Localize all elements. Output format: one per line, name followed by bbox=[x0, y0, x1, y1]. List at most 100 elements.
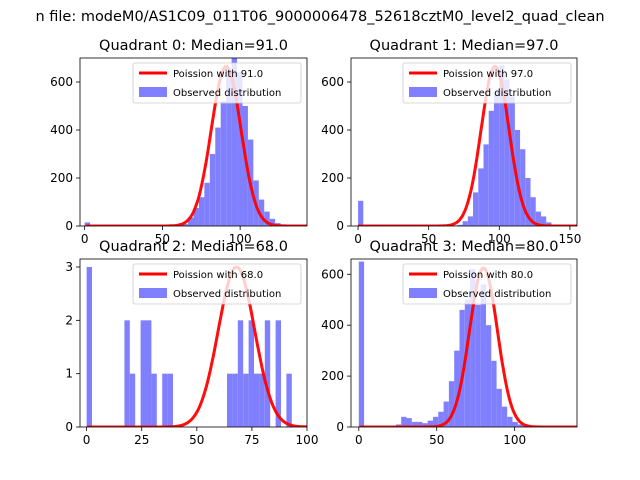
poisson-curve bbox=[359, 266, 577, 427]
legend: Poission with 91.0 Observed distribution bbox=[132, 62, 302, 104]
subplot-title: Quadrant 3: Median=80.0 bbox=[370, 239, 559, 255]
hist-bar bbox=[258, 199, 265, 226]
legend: Poission with 97.0 Observed distribution bbox=[402, 62, 572, 104]
hist-bar bbox=[470, 269, 476, 427]
hist-bar bbox=[215, 127, 221, 226]
hist-bar bbox=[259, 373, 265, 427]
hist-bar bbox=[422, 423, 428, 427]
hist-bar bbox=[129, 373, 136, 427]
y-tick-label: 600 bbox=[321, 267, 344, 281]
legend-bar-swatch bbox=[139, 288, 167, 298]
plot-area-2 bbox=[86, 265, 307, 427]
hist-bar bbox=[480, 284, 486, 427]
legend-label: Poission with 80.0 bbox=[443, 270, 533, 281]
hist-bar bbox=[264, 320, 271, 427]
hist-bar bbox=[517, 424, 524, 427]
subplot-2: 0 25 50 75 100 0 1 2 3 Quadrant 2: Median=68.0 Poi… bbox=[65, 239, 318, 447]
axes-frame bbox=[350, 258, 578, 428]
hist-bar bbox=[242, 106, 248, 226]
subplot-title: Quadrant 2: Median=68.0 bbox=[99, 239, 288, 255]
hist-bar bbox=[540, 216, 547, 226]
subplot-title: Quadrant 0: Median=91.0 bbox=[99, 38, 288, 54]
hist-bar bbox=[448, 381, 455, 427]
hist-bar bbox=[358, 261, 365, 427]
axes-frame bbox=[350, 57, 578, 227]
plot-area-1 bbox=[358, 64, 577, 226]
hist-bar bbox=[226, 373, 233, 427]
hist-bar bbox=[491, 360, 497, 427]
y-tick-label: 0 bbox=[65, 219, 73, 233]
hist-bar bbox=[488, 110, 494, 226]
legend-box bbox=[402, 62, 572, 104]
x-tick-label: 50 bbox=[155, 232, 170, 246]
x-tick-label: 150 bbox=[558, 232, 581, 246]
legend-bar-swatch bbox=[409, 87, 437, 97]
y-tick-label: 400 bbox=[321, 123, 344, 137]
hist-bar bbox=[151, 373, 157, 427]
y-tick-label: 2 bbox=[65, 313, 73, 327]
hist-bar bbox=[248, 320, 254, 427]
y-tick-label: 200 bbox=[321, 171, 344, 185]
x-tick-label: 75 bbox=[244, 433, 259, 447]
legend-box bbox=[132, 62, 302, 104]
hist-bar bbox=[462, 221, 468, 226]
hist-bar bbox=[507, 416, 513, 427]
hist-bar bbox=[167, 373, 174, 427]
x-tick-label: 50 bbox=[421, 232, 436, 246]
hist-bar bbox=[358, 200, 364, 226]
hist-bar bbox=[464, 299, 471, 427]
hist-bar bbox=[243, 373, 249, 427]
poisson-curve bbox=[85, 64, 307, 226]
legend: Poission with 80.0 Observed distribution bbox=[402, 263, 572, 305]
hist-bar bbox=[483, 144, 489, 226]
y-tick-label: 0 bbox=[65, 420, 73, 434]
y-tick-label: 3 bbox=[65, 260, 73, 274]
legend: Poission with 68.0 Observed distribution bbox=[132, 263, 302, 305]
axes-frame bbox=[79, 258, 308, 428]
hist-bar bbox=[499, 65, 505, 226]
x-tick-label: 100 bbox=[296, 433, 319, 447]
hist-bar bbox=[188, 217, 194, 226]
figure-suptitle: n file: modeM0/AS1C09_011T06_9000006478_… bbox=[35, 9, 604, 25]
y-tick-label: 0 bbox=[336, 219, 344, 233]
y-tick-label: 600 bbox=[321, 75, 344, 89]
y-tick-label: 1 bbox=[65, 367, 73, 381]
legend-bar-swatch bbox=[409, 288, 437, 298]
plot-area-3 bbox=[358, 261, 577, 427]
hist-bar bbox=[124, 320, 130, 427]
hist-bar bbox=[457, 224, 463, 226]
hist-bar bbox=[264, 211, 270, 226]
x-tick-label: 25 bbox=[134, 433, 149, 447]
legend-label: Poission with 97.0 bbox=[443, 69, 533, 80]
poisson-curve bbox=[87, 265, 307, 427]
y-tick-label: 600 bbox=[50, 75, 73, 89]
hist-bar bbox=[467, 216, 474, 226]
hist-bar bbox=[478, 168, 484, 226]
hist-bar bbox=[237, 72, 243, 226]
hist-bar bbox=[237, 320, 244, 427]
hist-bar bbox=[204, 182, 210, 226]
hist-bar bbox=[485, 325, 492, 427]
x-tick-label: 100 bbox=[229, 232, 252, 246]
hist-bar bbox=[198, 197, 205, 226]
x-tick-label: 50 bbox=[189, 433, 204, 447]
subplot-3: 0 50 100 0 200 400 600 Quadrant 3: Median=80.0 P… bbox=[321, 239, 578, 447]
hist-bar bbox=[253, 373, 260, 427]
legend-label: Observed distribution bbox=[173, 289, 281, 300]
hist-bar bbox=[432, 416, 439, 427]
hist-bar bbox=[231, 58, 238, 226]
hist-bar bbox=[501, 406, 508, 427]
hist-bar bbox=[146, 320, 152, 427]
hist-bar bbox=[209, 154, 216, 226]
hist-bar bbox=[417, 421, 423, 427]
hist-bar bbox=[454, 350, 460, 427]
x-tick-label: 0 bbox=[355, 433, 363, 447]
hist-bar bbox=[493, 91, 500, 226]
hist-bar bbox=[406, 418, 412, 427]
hist-bar bbox=[220, 101, 227, 226]
hist-bar bbox=[520, 149, 526, 226]
x-tick-label: 0 bbox=[83, 433, 91, 447]
hist-bar bbox=[162, 373, 168, 427]
